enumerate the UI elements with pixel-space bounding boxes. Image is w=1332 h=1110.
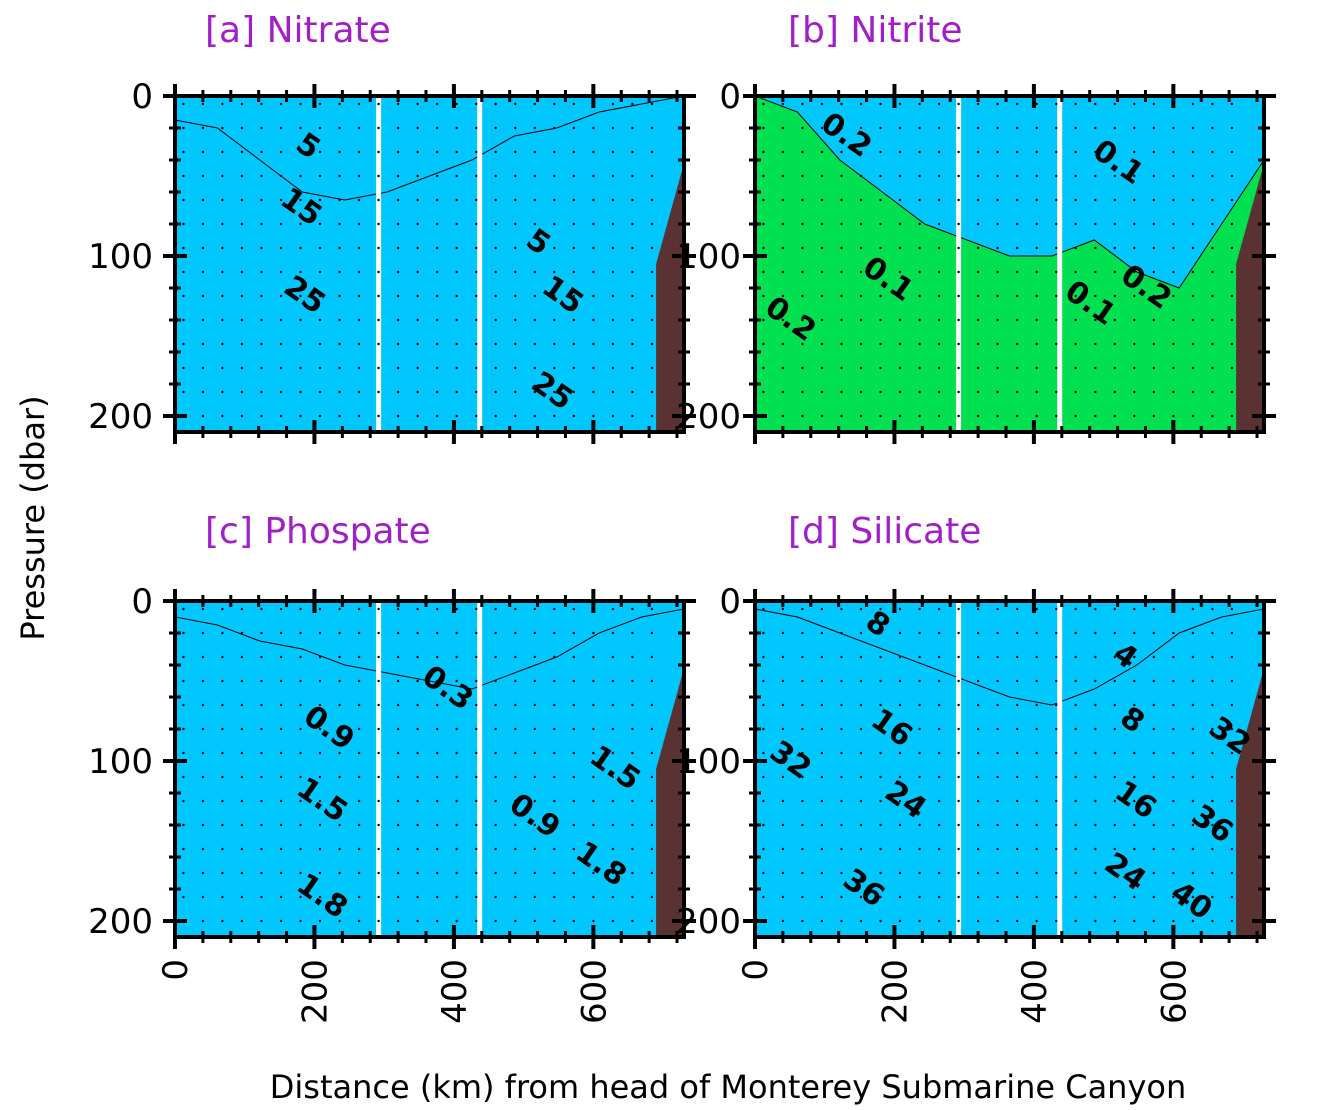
contour-field-d [755,601,1264,937]
y-tick-label: 200 [88,902,153,942]
y-tick-label: 0 [719,582,741,622]
y-axis-label: Pressure (dbar) [14,395,52,640]
contour-field-b [755,96,1264,432]
x-tick-label: 0 [156,959,196,981]
seafloor [656,163,684,432]
x-tick-label: 600 [574,959,614,1024]
panel-c: [c] Phospate0.30.91.51.80.91.51.80100200… [88,511,696,1024]
y-tick-label: 200 [88,397,153,437]
x-axis-label: Distance (km) from head of Monterey Subm… [270,1068,1187,1106]
x-tick-label: 600 [1154,959,1194,1024]
x-tick-label: 400 [435,959,475,1024]
seafloor [1236,163,1264,432]
y-tick-label: 100 [88,742,153,782]
seafloor [656,668,684,937]
panel-title-d: [d] Silicate [788,511,981,552]
x-tick-label: 0 [736,959,776,981]
sample-dots [762,102,1234,418]
y-tick-label: 0 [131,582,153,622]
x-tick-label: 200 [876,959,916,1024]
y-tick-label: 100 [88,237,153,277]
contour-band [175,608,684,937]
y-tick-label: 200 [676,902,741,942]
y-tick-label: 200 [676,397,741,437]
y-tick-label: 100 [676,742,741,782]
plot-frame [173,599,686,939]
y-tick-label: 100 [676,237,741,277]
y-tick-label: 0 [719,77,741,117]
plot-frame [753,94,1266,434]
y-tick-label: 0 [131,77,153,117]
panel-d: [d] Silicate8481624323616243236400100200… [676,511,1276,1024]
plot-frame [753,599,1266,939]
x-tick-label: 400 [1015,959,1055,1024]
x-tick-label: 200 [296,959,336,1024]
plot-frame [173,94,686,434]
contour-band [755,608,1264,937]
panel-title-b: [b] Nitrite [788,10,963,51]
contour-field-c [175,601,684,937]
sample-dots [182,607,654,923]
seafloor [1236,668,1264,937]
panel-title-a: [a] Nitrate [205,10,391,51]
contour-field-a [175,96,684,432]
sample-dots [182,102,654,418]
panel-title-c: [c] Phospate [205,511,431,552]
